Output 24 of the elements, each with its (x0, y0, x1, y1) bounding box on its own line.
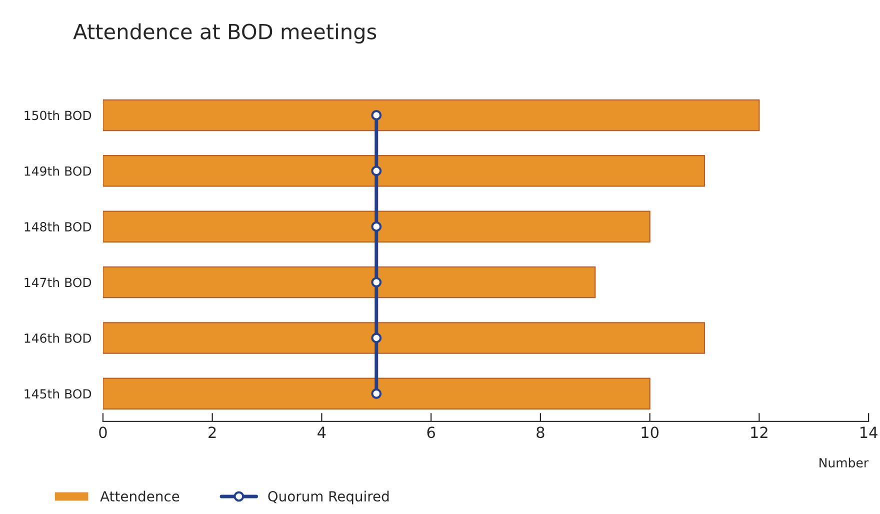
legend-label: Attendence (100, 490, 180, 502)
y-tick-label: 149th BOD (24, 166, 92, 176)
x-tick-label: 0 (99, 426, 107, 438)
bar (102, 99, 760, 132)
x-tick-label: 14 (860, 426, 878, 438)
y-tick-label: 146th BOD (24, 333, 92, 343)
chart-title: Attendence at BOD meetings (73, 23, 376, 44)
x-tick-label: 6 (427, 426, 435, 438)
bar (102, 210, 650, 242)
bar (102, 266, 596, 298)
y-tick-label: 145th BOD (24, 388, 92, 399)
y-tick-label: 150th BOD (24, 110, 92, 120)
x-axis-title: Number (820, 458, 869, 468)
x-tick-label: 4 (318, 426, 326, 438)
bar (102, 155, 706, 187)
bar (102, 322, 706, 354)
y-tick-label: 147th BOD (24, 278, 92, 288)
x-tick-label: 12 (751, 426, 768, 438)
bar (102, 378, 650, 410)
x-tick-label: 2 (208, 426, 216, 438)
legend-label: Quorum Required (268, 490, 389, 504)
y-tick-label: 148th BOD (24, 222, 92, 232)
x-tick-label: 10 (642, 426, 659, 438)
x-tick-label: 8 (536, 426, 544, 438)
